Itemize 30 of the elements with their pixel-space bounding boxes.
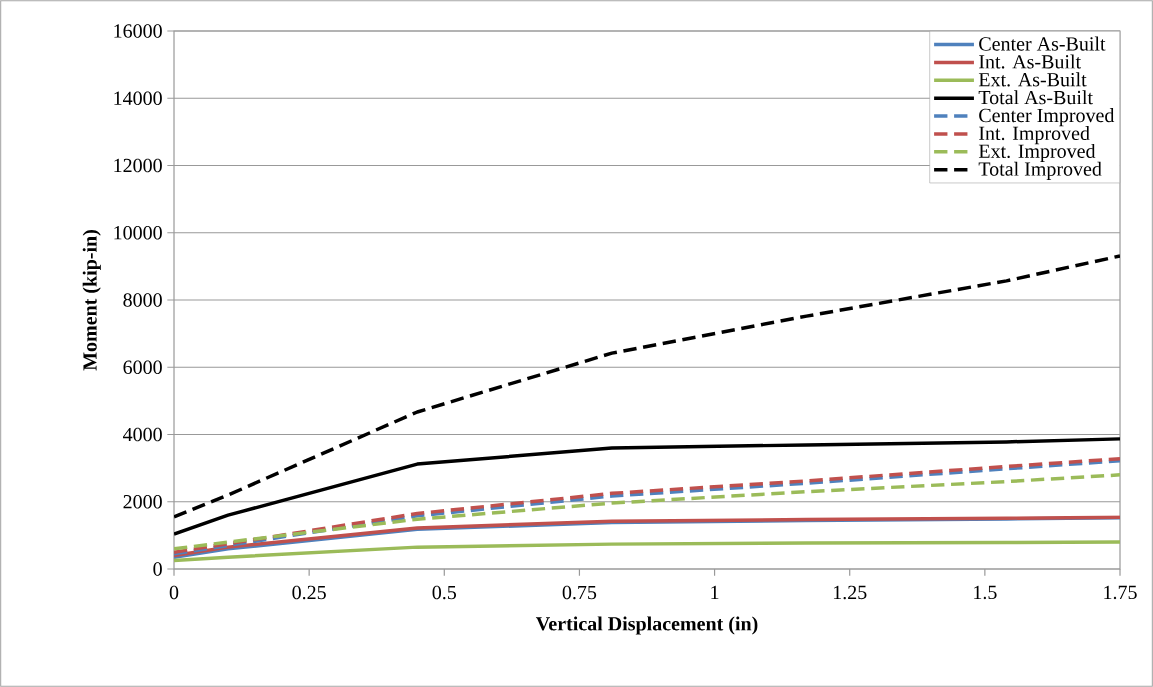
x-tick-label: 1.25 bbox=[833, 585, 867, 600]
legend-label: Total As-Built bbox=[978, 90, 1093, 105]
line-series bbox=[174, 473, 1121, 551]
legend-label: Center As-Built bbox=[979, 36, 1106, 51]
legend-label: Int. Improved bbox=[979, 126, 1090, 145]
x-tick-label: 0 bbox=[169, 585, 179, 600]
legend-label: Center Improved bbox=[979, 108, 1115, 127]
y-tick-label: 14000 bbox=[114, 91, 162, 105]
x-tick-label: 1 bbox=[711, 585, 719, 599]
x-tick-label: 1.75 bbox=[1104, 585, 1137, 600]
x-axis-title: Vertical Displacement (in) bbox=[535, 616, 758, 635]
line-series bbox=[174, 437, 1121, 536]
legend-label: Ext. As-Built bbox=[978, 72, 1087, 87]
x-tick-label: 0.25 bbox=[292, 585, 326, 600]
y-axis-title: Moment (kip-in) bbox=[82, 230, 101, 371]
y-tick-label: 10000 bbox=[114, 226, 162, 240]
y-tick-label: 12000 bbox=[114, 158, 162, 173]
x-tick-label: 0.75 bbox=[562, 585, 597, 600]
x-tick-label: 0.5 bbox=[432, 585, 457, 600]
x-tick-label: 1.5 bbox=[974, 585, 997, 600]
line-series bbox=[174, 254, 1121, 519]
line-series bbox=[174, 540, 1121, 563]
y-tick-label: 0 bbox=[153, 562, 162, 576]
y-tick-label: 8000 bbox=[123, 293, 162, 307]
y-tick-label: 4000 bbox=[123, 427, 162, 442]
legend-label: Total Improved bbox=[978, 161, 1102, 180]
y-tick-label: 2000 bbox=[123, 495, 162, 509]
y-tick-label: 6000 bbox=[123, 360, 162, 374]
y-tick-label: 16000 bbox=[114, 24, 162, 38]
legend-label: Int. As-Built bbox=[979, 54, 1081, 69]
